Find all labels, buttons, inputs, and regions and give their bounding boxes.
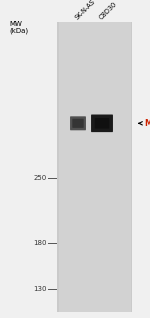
Text: C8D30: C8D30 — [98, 1, 118, 21]
FancyBboxPatch shape — [95, 118, 109, 128]
FancyBboxPatch shape — [70, 116, 86, 130]
Bar — [57, 22, 132, 312]
Text: 180: 180 — [33, 240, 46, 246]
Text: MAP1B: MAP1B — [144, 119, 150, 128]
FancyBboxPatch shape — [72, 119, 84, 128]
Text: 130: 130 — [33, 286, 46, 292]
Bar — [58, 22, 130, 312]
Text: MW
(kDa): MW (kDa) — [9, 21, 28, 34]
FancyBboxPatch shape — [91, 114, 113, 132]
Text: 250: 250 — [33, 176, 46, 182]
Text: SK-N-AS: SK-N-AS — [74, 0, 96, 21]
